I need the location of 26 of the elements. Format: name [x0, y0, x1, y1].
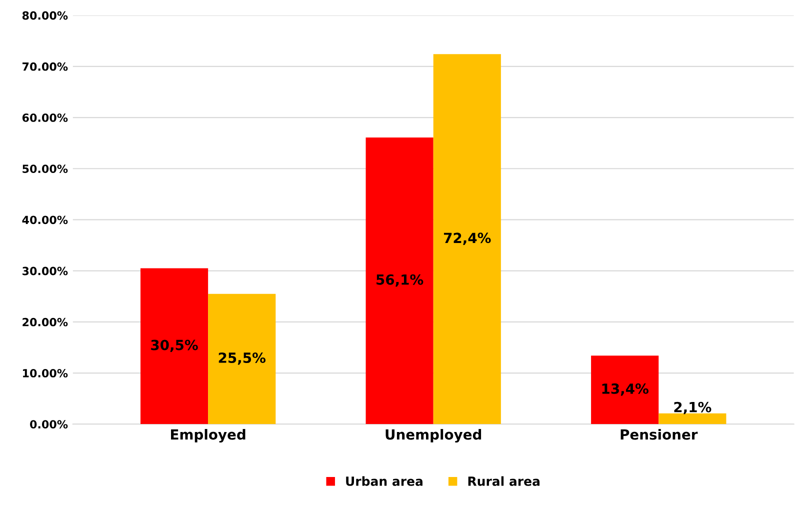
y-tick-label: 80.00%: [22, 11, 68, 20]
bar: [140, 268, 208, 424]
y-tick-label: 70.00%: [22, 62, 68, 71]
bar: [658, 413, 726, 424]
legend-label: Rural area: [468, 476, 540, 486]
data-label: 13,4%: [602, 383, 648, 396]
data-label: 30,5%: [151, 340, 198, 352]
data-label: 72,4%: [444, 232, 491, 245]
y-tick-label: 50.00%: [22, 164, 68, 174]
legend-label: Urban area: [346, 476, 422, 486]
data-label: 56,1%: [376, 274, 424, 287]
bar: [591, 356, 659, 424]
y-tick-label: 30.00%: [22, 266, 68, 276]
data-label: 2,1%: [674, 402, 712, 414]
bar: [208, 294, 276, 424]
data-label: 25,5%: [218, 352, 266, 365]
bar: [433, 54, 501, 424]
bar: [366, 137, 434, 424]
y-tick-label: 40.00%: [22, 216, 68, 224]
y-tick-label: 60.00%: [22, 114, 68, 122]
y-tick-label: 20.00%: [22, 318, 68, 326]
x-tick-label: Employed: [171, 428, 246, 443]
y-tick-label: 0.00%: [30, 420, 68, 429]
y-tick-label: 10.00%: [23, 369, 68, 378]
x-tick-label: Pensioner: [620, 428, 698, 440]
x-tick-label: Unemployed: [386, 428, 482, 443]
